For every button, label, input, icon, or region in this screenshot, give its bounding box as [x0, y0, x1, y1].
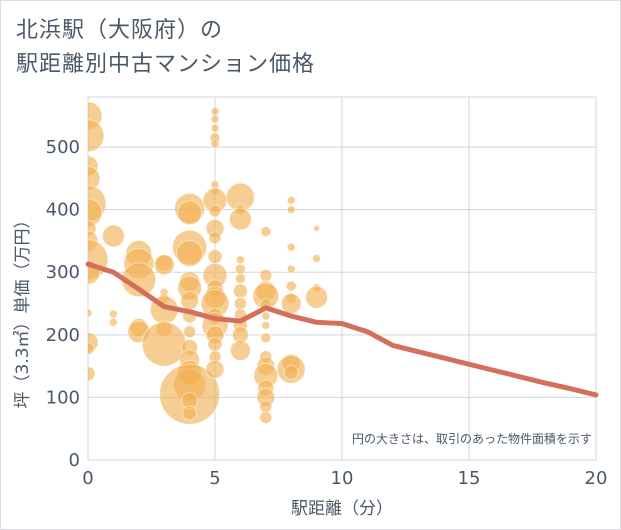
data-bubble: [180, 290, 200, 310]
data-bubble: [260, 226, 272, 238]
data-bubble: [207, 336, 223, 352]
data-bubble: [286, 242, 296, 252]
x-tick-label: 20: [585, 468, 608, 489]
data-bubble: [207, 249, 223, 265]
bubble-size-note: 円の大きさは、取引のあった物件面積を示す: [352, 431, 592, 446]
y-axis-label: 坪（3.3㎡）単価（万円）: [13, 211, 33, 408]
data-bubble: [228, 207, 252, 231]
x-tick-label: 10: [331, 468, 354, 489]
data-bubble: [259, 410, 273, 424]
x-tick-label: 15: [458, 468, 481, 489]
data-bubble: [232, 283, 248, 299]
data-bubble: [176, 239, 204, 267]
data-bubble: [210, 114, 220, 124]
x-tick-label: 5: [209, 468, 220, 489]
chart-title: 北浜駅（大阪府）の 駅距離別中古マンション価格: [16, 14, 315, 82]
data-bubble: [208, 231, 222, 245]
data-bubble: [285, 280, 297, 292]
trend-line-group: [85, 261, 599, 398]
data-bubble: [88, 366, 96, 382]
data-bubble: [261, 311, 271, 321]
data-bubble: [88, 119, 105, 153]
data-bubble: [259, 268, 273, 282]
data-bubble: [177, 200, 203, 226]
trend-line: [85, 261, 599, 398]
y-tick-label: 200: [46, 325, 80, 346]
y-tick-label: 300: [46, 262, 80, 283]
data-bubble: [208, 204, 222, 218]
data-bubble: [210, 106, 220, 116]
title-line-1: 北浜駅（大阪府）の: [16, 18, 224, 43]
data-bubble: [88, 165, 101, 191]
data-bubble: [305, 285, 329, 309]
bubble-series: [88, 101, 329, 425]
data-bubble: [88, 198, 103, 228]
data-bubble: [182, 405, 198, 421]
y-tick-label: 100: [46, 387, 80, 408]
data-bubble: [283, 364, 299, 380]
data-bubble: [280, 293, 302, 315]
data-bubble: [101, 224, 125, 248]
data-bubble: [260, 332, 272, 344]
data-bubble: [233, 297, 247, 311]
data-bubble: [88, 308, 93, 318]
data-bubble: [234, 273, 246, 284]
data-bubble: [261, 320, 271, 330]
data-bubble: [286, 264, 296, 274]
y-tick-label: 400: [46, 200, 80, 221]
data-bubble: [286, 195, 296, 205]
y-tick-labels: 0 100 200 300 400 500: [46, 137, 80, 471]
data-bubble: [234, 263, 246, 275]
y-tick-label: 0: [69, 450, 80, 471]
title-line-2: 駅距離別中古マンション価格: [16, 52, 316, 77]
data-bubble: [229, 339, 251, 361]
data-bubble: [313, 224, 321, 232]
y-tick-label: 500: [46, 137, 80, 158]
data-bubble: [205, 359, 225, 379]
data-bubble: [88, 342, 95, 356]
x-tick-label: 0: [82, 468, 93, 489]
data-bubble: [153, 254, 175, 276]
data-bubble: [108, 309, 118, 319]
data-bubble: [210, 139, 220, 149]
data-bubble: [183, 325, 197, 339]
x-tick-labels: 0 5 10 15 20: [82, 468, 607, 489]
data-bubble: [235, 255, 245, 265]
data-bubble: [286, 205, 296, 215]
data-bubble: [108, 317, 118, 327]
data-bubble: [210, 123, 220, 133]
data-bubble: [312, 253, 322, 263]
x-axis-label: 駅距離（分）: [291, 499, 393, 519]
